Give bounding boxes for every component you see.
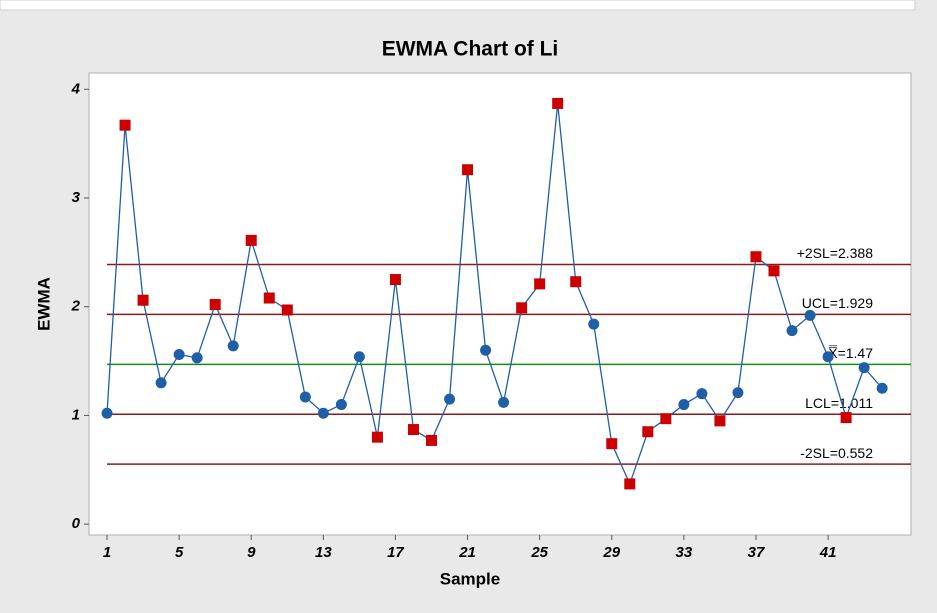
alarm-point (209, 299, 221, 311)
point (498, 396, 510, 408)
point (227, 340, 239, 352)
chart-title: EWMA Chart of Li (382, 38, 559, 61)
limit-label: UCL=1.929 (802, 295, 873, 311)
y-tick-label: 2 (71, 298, 81, 315)
y-tick-label: 1 (72, 406, 80, 423)
point (191, 352, 203, 364)
alarm-point (137, 294, 149, 306)
alarm-point (570, 276, 582, 288)
y-tick-label: 0 (72, 515, 81, 532)
x-tick-label: 41 (819, 544, 837, 561)
point (732, 387, 744, 399)
x-tick-label: 37 (748, 544, 765, 561)
alarm-point (552, 97, 564, 109)
point (804, 309, 816, 321)
alarm-point (840, 412, 852, 424)
alarm-point (606, 438, 618, 450)
limit-label: X̿=1.47 (828, 345, 873, 361)
point (335, 399, 347, 411)
y-tick-label: 4 (71, 80, 81, 97)
alarm-point (119, 119, 131, 131)
alarm-point (371, 431, 383, 443)
point (678, 399, 690, 411)
point (786, 325, 798, 337)
alarm-point (516, 302, 528, 314)
alarm-point (624, 478, 636, 490)
alarm-point (263, 292, 275, 304)
point (876, 382, 888, 394)
alarm-point (407, 424, 419, 436)
x-tick-label: 25 (530, 544, 548, 561)
alarm-point (462, 164, 474, 176)
point (858, 362, 870, 374)
x-tick-label: 21 (458, 544, 476, 561)
alarm-point (714, 415, 726, 427)
alarm-point (660, 413, 672, 425)
x-tick-label: 9 (247, 544, 256, 561)
x-axis-label: Sample (440, 569, 500, 588)
limit-label: LCL=1.011 (805, 395, 873, 411)
point (317, 407, 329, 419)
alarm-point (245, 234, 257, 246)
point (696, 388, 708, 400)
alarm-point (768, 265, 780, 277)
point (444, 393, 456, 405)
y-axis-label: EWMA (34, 277, 53, 331)
x-tick-label: 17 (387, 544, 404, 561)
x-tick-label: 29 (602, 544, 620, 561)
point (173, 349, 185, 361)
limit-label: -2SL=0.552 (800, 445, 873, 461)
alarm-point (281, 304, 293, 316)
plot-area (88, 72, 912, 536)
alarm-point (426, 434, 437, 446)
point (155, 377, 167, 389)
y-tick-label: 3 (72, 189, 81, 206)
point (353, 351, 365, 363)
top-strip (0, 0, 916, 11)
point (299, 391, 311, 403)
point (101, 407, 113, 419)
alarm-point (750, 251, 762, 263)
point (588, 318, 600, 330)
alarm-point (642, 426, 654, 438)
ewma-line (106, 103, 883, 486)
alarm-point (389, 274, 401, 286)
x-tick-label: 13 (315, 544, 332, 561)
alarm-point (534, 278, 546, 290)
point (822, 351, 834, 363)
x-tick-label: 33 (676, 544, 693, 561)
point (480, 344, 492, 356)
limit-label: +2SL=2.388 (797, 245, 874, 261)
x-tick-label: 5 (175, 544, 184, 561)
x-tick-label: 1 (103, 544, 111, 561)
